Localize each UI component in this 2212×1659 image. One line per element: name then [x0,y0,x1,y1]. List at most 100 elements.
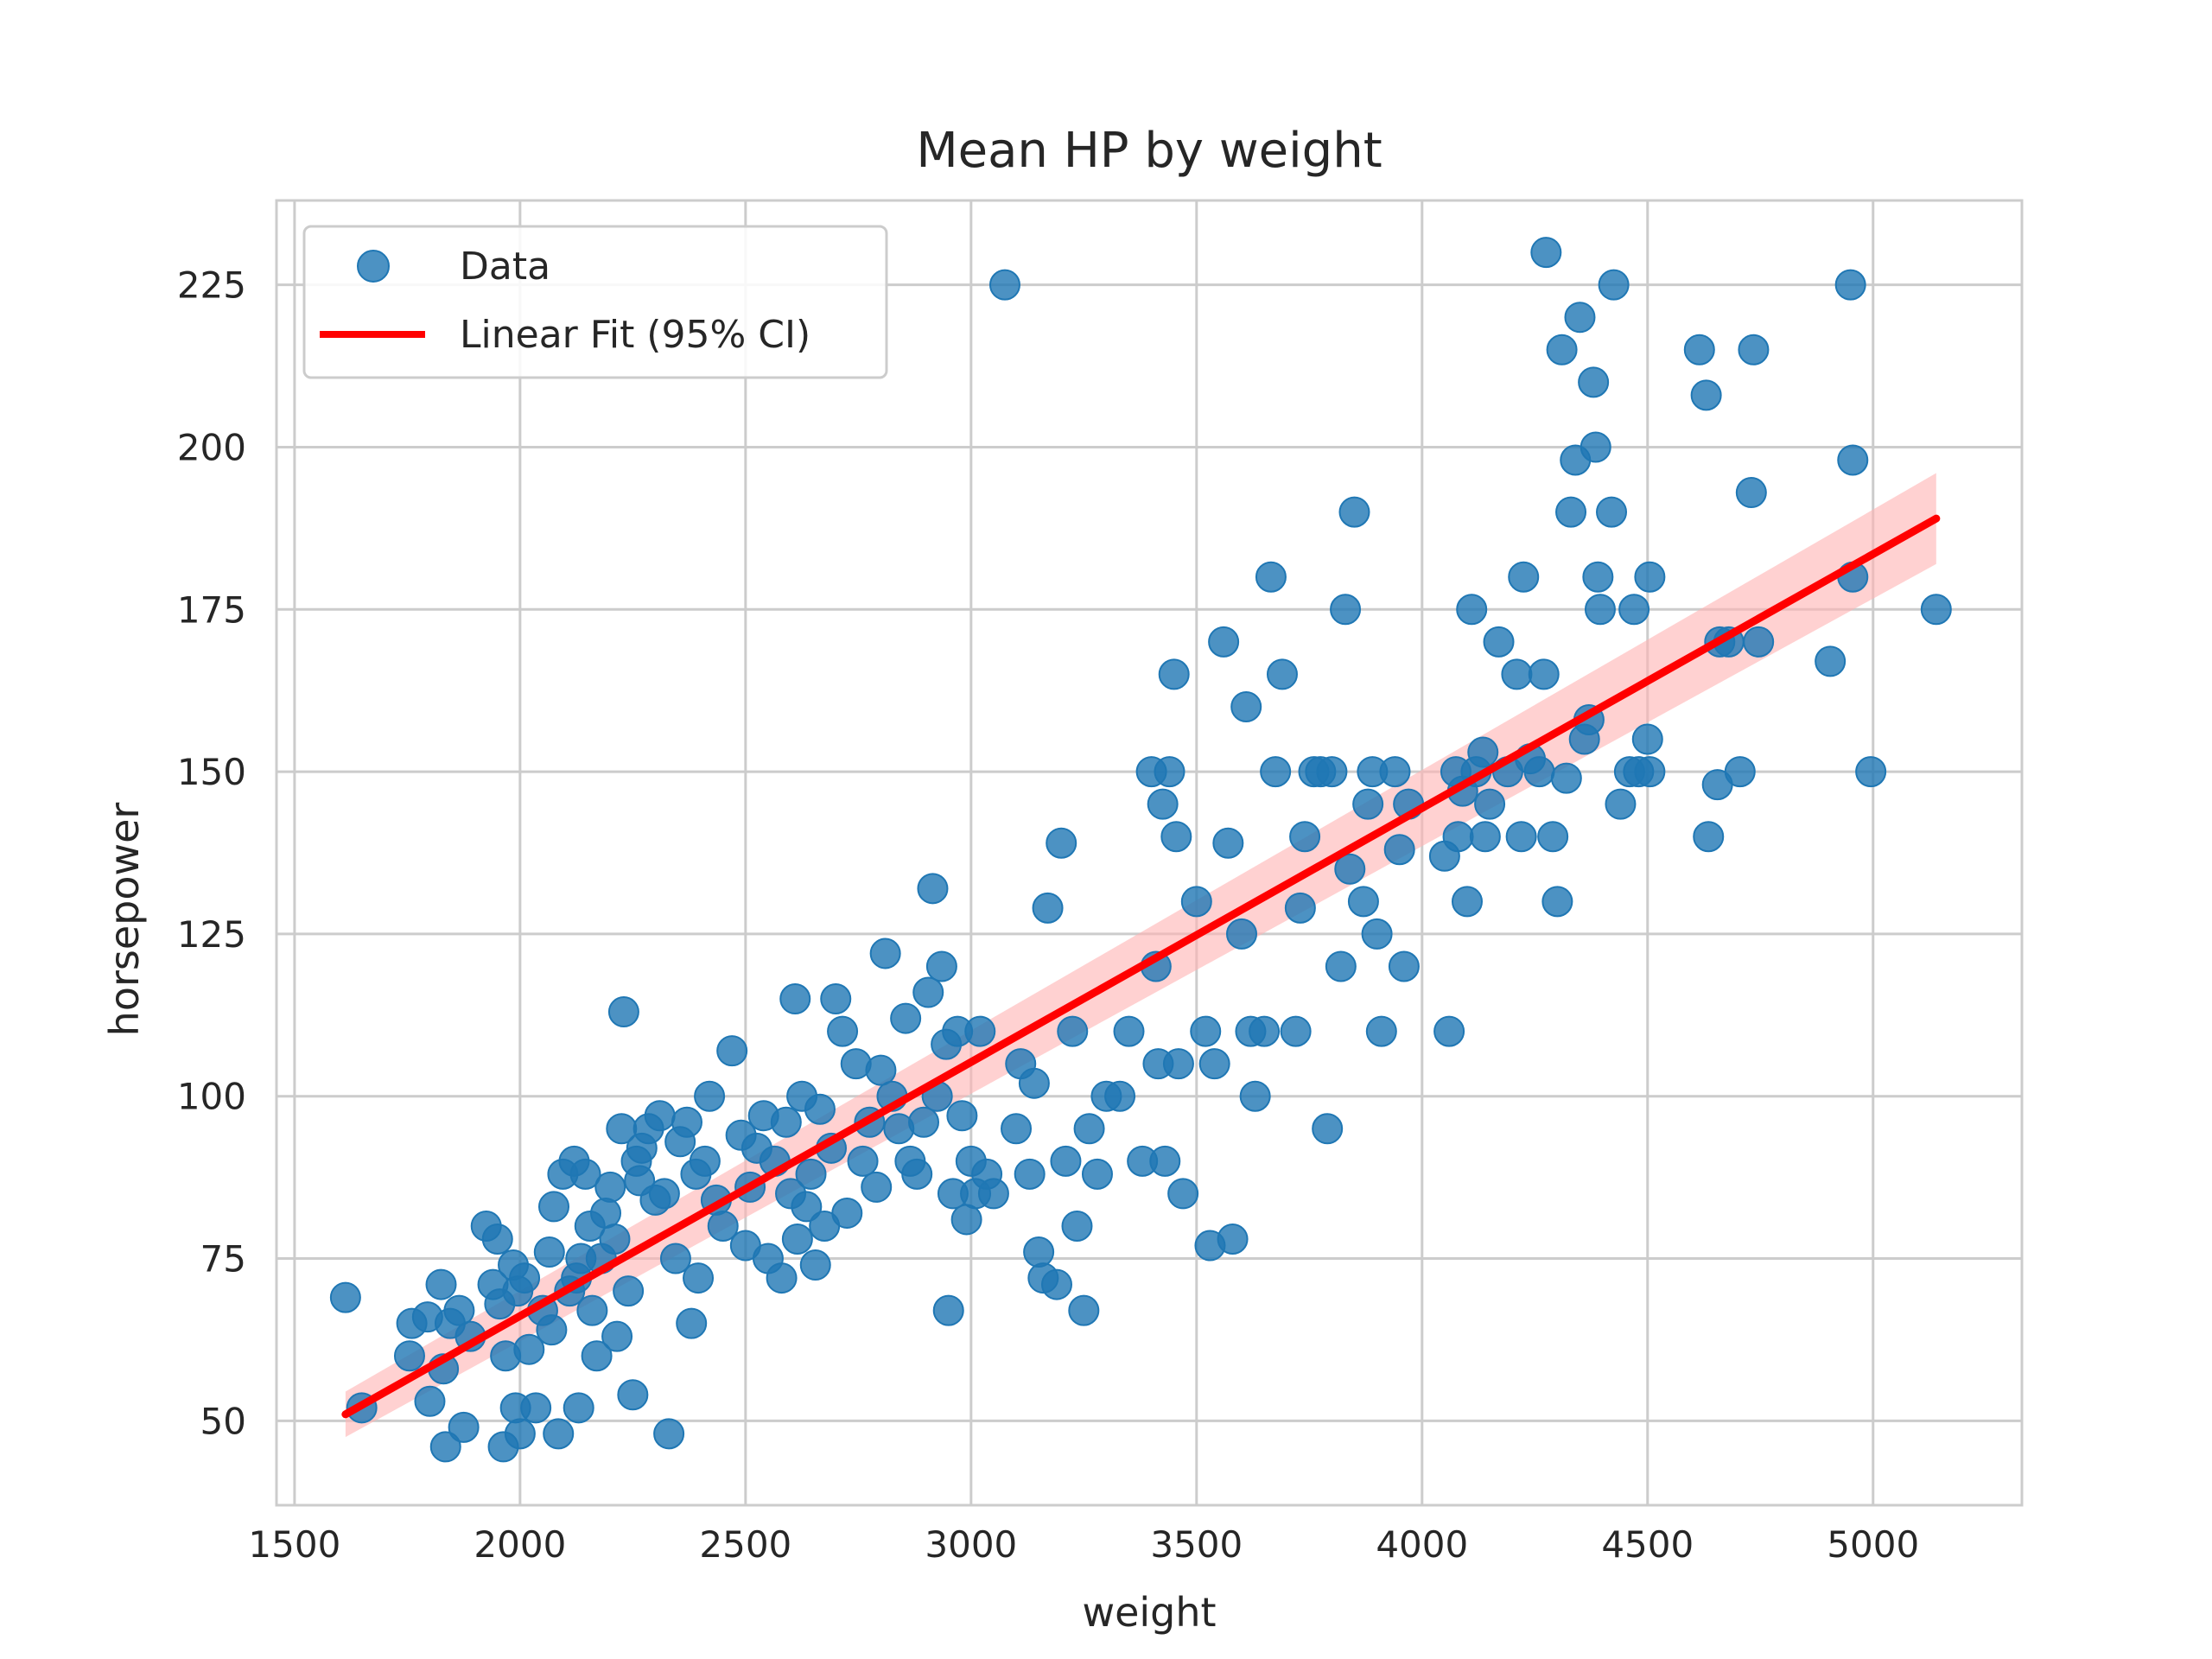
data-point [1743,626,1775,658]
data-point [1469,821,1501,853]
data-point [1634,561,1666,593]
data-point [613,1275,645,1307]
data-point [1347,886,1379,918]
data-point [1528,658,1560,690]
data-point [538,1191,570,1223]
data-point [1001,1113,1033,1145]
data-point [1312,1113,1344,1145]
fit-line-layer [341,514,1941,1419]
data-point [1837,444,1869,476]
data-point [847,1145,879,1177]
data-point [925,950,957,982]
data-point [1361,918,1393,950]
data-point [1578,366,1610,398]
y-tick-label: 225 [177,264,246,307]
data-point [831,1197,863,1229]
data-point [766,1262,798,1294]
data-point [950,1204,982,1236]
data-point [1352,788,1384,820]
data-point [533,1236,565,1268]
data-point [1289,821,1321,853]
data-point [1541,886,1573,918]
data-point [590,1197,622,1229]
data-point [1920,594,1952,626]
data-point [779,983,811,1015]
data-point [429,1431,461,1463]
data-point [563,1392,594,1424]
data-point [1523,756,1555,788]
x-tick-label: 1500 [248,1523,340,1566]
data-point [1365,1015,1397,1047]
data-point [901,1158,933,1190]
data-point [1113,1015,1145,1047]
data-point [988,269,1020,301]
data-point [607,996,639,1028]
data-point [569,1158,601,1190]
data-point [1057,1015,1089,1047]
data-point [1546,334,1578,365]
data-point [1467,736,1499,768]
data-point [869,938,901,969]
data-point [1738,334,1770,365]
data-point [1690,379,1722,411]
legend-box [302,225,888,379]
data-point [648,1178,680,1210]
data-point [594,1171,626,1203]
data-point [1815,645,1847,677]
data-point [1456,594,1488,626]
data-point [1249,1015,1281,1047]
data-point [1190,1015,1222,1047]
data-point [1160,821,1192,853]
data-point [861,1171,893,1203]
data-point [1280,1015,1312,1047]
data-point [1596,496,1628,528]
data-point [1379,756,1411,788]
x-tick-label: 2500 [699,1523,791,1566]
data-point [1266,658,1298,690]
data-point [1584,594,1616,626]
data-point [1104,1080,1136,1112]
data-point [1018,1067,1050,1099]
data-point [1383,834,1415,866]
data-point [932,1294,964,1326]
data-point [1014,1158,1046,1190]
data-point [1451,886,1483,918]
data-point [1284,892,1316,924]
data-point [1334,853,1366,885]
data-point [393,1340,425,1372]
data-point [653,1418,685,1450]
data-point [1068,1294,1100,1326]
data-point [1724,756,1756,788]
data-point [536,1314,568,1346]
data-point [443,1294,475,1326]
data-point [1634,756,1666,788]
data-point [1255,561,1287,593]
data-point [425,1268,457,1300]
data-point [509,1262,541,1294]
data-point [1149,1145,1181,1177]
data-point [1212,827,1244,859]
data-point [543,1418,575,1450]
x-tick-label: 4500 [1601,1523,1694,1566]
data-point [964,1015,996,1047]
data-point [1217,1223,1249,1255]
data-point [781,1223,813,1255]
data-point [689,1145,721,1177]
data-point [1073,1113,1105,1145]
data-point [1631,723,1663,755]
chart-title: Mean HP by weight [916,123,1382,179]
data-point [1505,821,1537,853]
data-point [329,1281,361,1313]
data-point [617,1379,649,1411]
y-axis-label: horsepower [101,803,148,1037]
data-point [1239,1080,1271,1112]
data-point [1040,1268,1072,1300]
data-point [414,1385,446,1417]
data-point [1537,821,1569,853]
data-point [1483,626,1515,658]
y-tick-label: 125 [177,913,246,956]
data-point [1501,658,1533,690]
data-point [791,1191,823,1223]
y-tick-label: 100 [177,1076,246,1118]
